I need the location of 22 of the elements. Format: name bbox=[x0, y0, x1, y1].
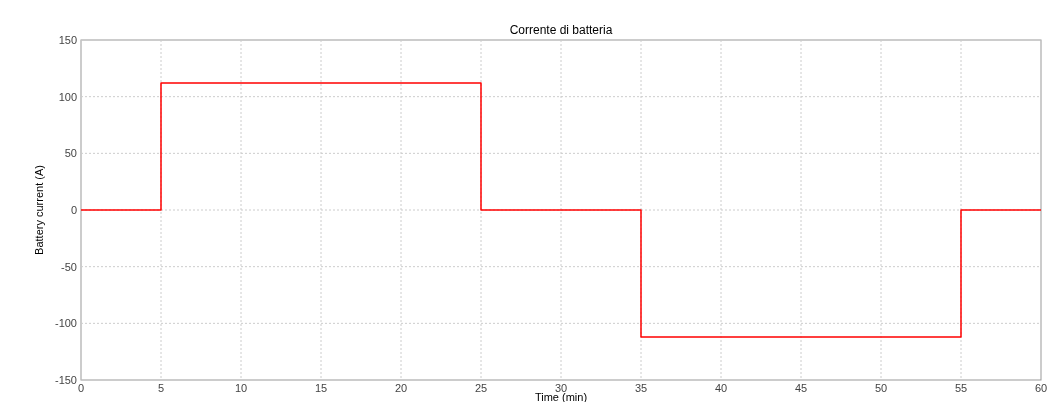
y-tick-label: 150 bbox=[58, 34, 77, 46]
y-tick-label: 50 bbox=[64, 147, 77, 160]
x-tick-label: 5 bbox=[157, 382, 165, 394]
x-tick-label: 60 bbox=[1034, 382, 1048, 394]
chart-title: Corrente di batteria bbox=[509, 23, 613, 37]
x-tick-label: 25 bbox=[474, 382, 488, 394]
x-tick-label: 40 bbox=[714, 382, 728, 394]
y-tick-label: -50 bbox=[61, 260, 77, 273]
y-tick-label: 100 bbox=[58, 90, 77, 103]
x-tick-label: 35 bbox=[634, 382, 648, 394]
y-tick-label: -100 bbox=[54, 317, 77, 330]
x-tick-label: 50 bbox=[874, 382, 888, 394]
x-tick-label: 45 bbox=[794, 382, 808, 394]
x-tick-label: 55 bbox=[954, 382, 968, 394]
y-tick-label: 0 bbox=[70, 204, 77, 216]
x-tick-label: 15 bbox=[314, 382, 328, 394]
y-axis-title: Battery current (A) bbox=[33, 165, 45, 255]
x-tick-label: 30 bbox=[554, 382, 568, 394]
x-tick-label: 20 bbox=[394, 382, 408, 394]
x-tick-label: 10 bbox=[234, 382, 248, 394]
x-tick-label: 0 bbox=[77, 382, 85, 394]
y-tick-label: -150 bbox=[54, 374, 77, 386]
